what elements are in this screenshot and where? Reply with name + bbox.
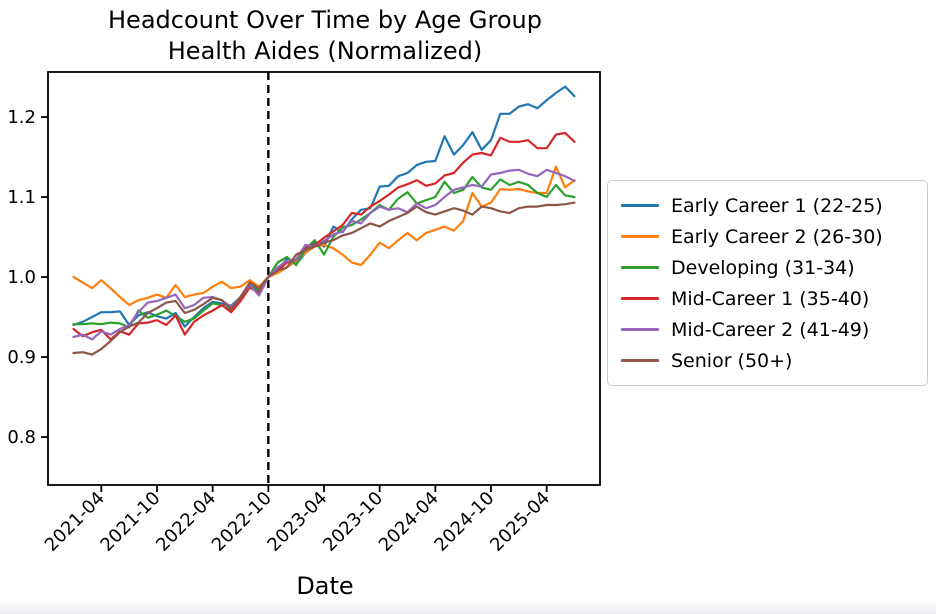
x-tick-label: 2024-10 bbox=[430, 488, 498, 556]
legend-line-swatch bbox=[621, 328, 659, 331]
legend-item: Senior (50+) bbox=[621, 345, 914, 376]
x-tick-label: 2024-04 bbox=[375, 488, 443, 556]
legend-line-swatch bbox=[621, 204, 659, 207]
legend-item-label: Mid-Career 2 (41-49) bbox=[671, 318, 870, 341]
y-tick-label: 0.9 bbox=[7, 347, 36, 368]
x-tick-label: 2023-10 bbox=[319, 488, 387, 556]
legend: Early Career 1 (22-25) Early Career 2 (26… bbox=[607, 180, 928, 386]
legend-line-swatch bbox=[621, 359, 659, 362]
legend-item-label: Mid-Career 1 (35-40) bbox=[671, 287, 870, 310]
legend-item: Early Career 1 (22-25) bbox=[621, 190, 914, 221]
x-tick-label: 2021-04 bbox=[41, 488, 109, 556]
legend-item: Developing (31-34) bbox=[621, 252, 914, 283]
x-tick-label: 2021-10 bbox=[96, 488, 164, 556]
x-tick-label: 2022-10 bbox=[208, 488, 276, 556]
legend-item-label: Early Career 1 (22-25) bbox=[671, 194, 883, 217]
series-line bbox=[72, 165, 576, 307]
legend-line-swatch bbox=[621, 297, 659, 300]
y-tick-label: 1.1 bbox=[7, 187, 36, 208]
x-tick-label: 2023-04 bbox=[263, 488, 331, 556]
legend-line-swatch bbox=[621, 235, 659, 238]
legend-item-label: Early Career 2 (26-30) bbox=[671, 225, 883, 248]
series-line bbox=[72, 85, 576, 328]
series-line bbox=[72, 201, 576, 356]
series-line bbox=[72, 131, 576, 341]
series-line bbox=[72, 175, 576, 329]
legend-item: Mid-Career 2 (41-49) bbox=[621, 314, 914, 345]
y-tick-label: 1.0 bbox=[7, 267, 36, 288]
x-tick-label: 2022-04 bbox=[152, 488, 220, 556]
legend-item: Mid-Career 1 (35-40) bbox=[621, 283, 914, 314]
y-tick-label: 1.2 bbox=[7, 107, 36, 128]
legend-item: Early Career 2 (26-30) bbox=[621, 221, 914, 252]
x-axis-label: Date bbox=[296, 572, 354, 600]
chart-title: Headcount Over Time by Age Group Health … bbox=[0, 5, 650, 67]
legend-item-label: Senior (50+) bbox=[671, 349, 793, 372]
legend-line-swatch bbox=[621, 266, 659, 269]
legend-item-label: Developing (31-34) bbox=[671, 256, 855, 279]
x-tick-label: 2025-04 bbox=[486, 488, 554, 556]
chart-title-line1: Headcount Over Time by Age Group bbox=[108, 6, 542, 34]
plot-frame bbox=[47, 71, 601, 486]
series-line bbox=[72, 168, 576, 341]
chart-title-line2: Health Aides (Normalized) bbox=[167, 37, 483, 65]
y-tick-label: 0.8 bbox=[7, 427, 36, 448]
